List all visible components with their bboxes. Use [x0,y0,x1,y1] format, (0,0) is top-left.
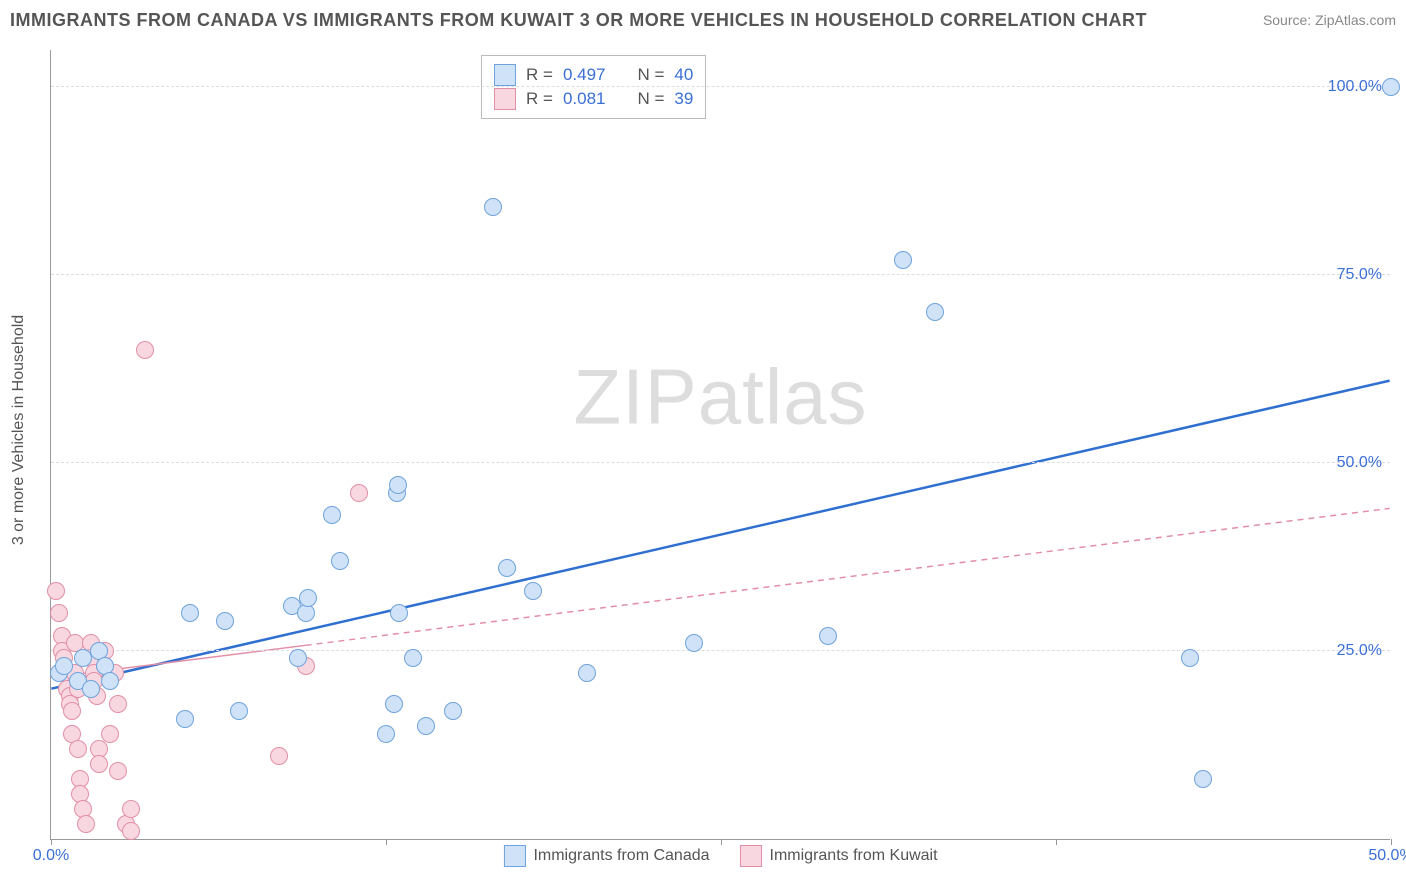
scatter-point [82,680,100,698]
x-tick-label: 50.0% [1368,847,1406,865]
legend-row-kuwait: R = 0.081 N = 39 [494,88,693,110]
watermark-bold: ZIP [573,353,697,441]
scatter-point [444,702,462,720]
scatter-point [90,755,108,773]
x-tick [386,839,387,845]
source-label: Source: ZipAtlas.com [1263,12,1396,28]
scatter-point [55,657,73,675]
scatter-point [136,341,154,359]
x-tick [721,839,722,845]
x-tick-label: 0.0% [33,847,69,865]
scatter-point [819,627,837,645]
scatter-point [216,612,234,630]
scatter-point [377,725,395,743]
scatter-point [63,702,81,720]
legend-item-canada: Immigrants from Canada [503,845,709,867]
legend-item-kuwait: Immigrants from Kuwait [740,845,938,867]
legend-label: Immigrants from Kuwait [770,847,938,865]
n-label: N = [637,89,664,109]
scatter-point [578,664,596,682]
scatter-point [894,251,912,269]
swatch-kuwait [740,845,762,867]
scatter-point [685,634,703,652]
scatter-point [1194,770,1212,788]
n-value: 39 [674,89,693,109]
y-tick-label: 25.0% [1337,642,1382,660]
legend-label: Immigrants from Canada [533,847,709,865]
plot-area: ZIPatlas R = 0.497 N = 40 R = 0.081 N = … [50,50,1390,840]
scatter-point [101,725,119,743]
r-value: 0.081 [563,89,606,109]
gridline-h [51,86,1390,87]
scatter-point [350,484,368,502]
scatter-point [323,506,341,524]
y-tick-label: 50.0% [1337,454,1382,472]
scatter-point [270,747,288,765]
scatter-point [1382,78,1400,96]
gridline-h [51,274,1390,275]
swatch-canada [503,845,525,867]
y-axis-label: 3 or more Vehicles in Household [10,315,28,545]
title-bar: IMMIGRANTS FROM CANADA VS IMMIGRANTS FRO… [10,10,1396,40]
scatter-point [69,740,87,758]
scatter-point [498,559,516,577]
gridline-h [51,462,1390,463]
n-label: N = [637,65,664,85]
n-value: 40 [674,65,693,85]
scatter-point [289,649,307,667]
scatter-point [181,604,199,622]
scatter-point [417,717,435,735]
scatter-point [176,710,194,728]
x-tick [1056,839,1057,845]
scatter-point [230,702,248,720]
r-label: R = [526,89,553,109]
scatter-point [299,589,317,607]
scatter-point [390,604,408,622]
legend-series: Immigrants from Canada Immigrants from K… [503,845,937,867]
trend-lines [51,50,1390,839]
scatter-point [50,604,68,622]
r-label: R = [526,65,553,85]
scatter-point [385,695,403,713]
scatter-point [122,800,140,818]
swatch-kuwait [494,88,516,110]
scatter-point [1181,649,1199,667]
watermark-thin: atlas [698,353,868,441]
scatter-point [101,672,119,690]
scatter-point [404,649,422,667]
scatter-point [47,582,65,600]
scatter-point [122,822,140,840]
legend-row-canada: R = 0.497 N = 40 [494,64,693,86]
r-value: 0.497 [563,65,606,85]
scatter-point [524,582,542,600]
x-tick [1391,839,1392,845]
scatter-point [109,762,127,780]
legend-stats: R = 0.497 N = 40 R = 0.081 N = 39 [481,55,706,119]
y-tick-label: 75.0% [1337,266,1382,284]
scatter-point [77,815,95,833]
y-tick-label: 100.0% [1328,78,1382,96]
swatch-canada [494,64,516,86]
scatter-point [331,552,349,570]
scatter-point [484,198,502,216]
scatter-point [389,476,407,494]
watermark: ZIPatlas [573,352,867,443]
scatter-point [109,695,127,713]
chart-title: IMMIGRANTS FROM CANADA VS IMMIGRANTS FRO… [10,10,1147,30]
x-tick [51,839,52,845]
scatter-point [926,303,944,321]
